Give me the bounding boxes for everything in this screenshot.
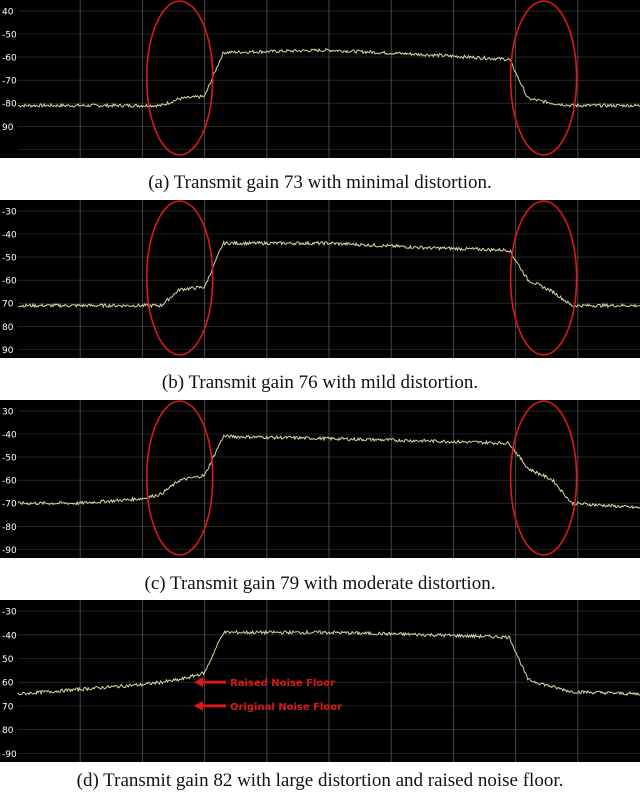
annotation-arrowhead (194, 700, 203, 711)
plot-background (0, 400, 640, 558)
spectrum-panel-b: -30 -40 -50 -60 70 80 90 (0, 200, 640, 360)
annotation-label: Original Noise Floor (230, 702, 342, 713)
y-tick-label: -40 (2, 431, 17, 441)
left-distortion-ellipse (145, 400, 214, 556)
spectrum-panel-a: 40 -50 -60 -70 -80 90 (0, 0, 640, 160)
y-tick-label: 50 (2, 655, 14, 665)
y-tick-label: -50 (2, 254, 17, 264)
y-tick-label: 90 (2, 346, 14, 356)
spectrum-panel-c: 30 -40 -50 -60 -70 -80 -90 (0, 400, 640, 560)
left-distortion-ellipse (145, 0, 214, 156)
y-tick-label: -60 (2, 277, 17, 287)
y-tick-label: -40 (2, 631, 17, 641)
spectrum-chart-a: 40 -50 -60 -70 -80 90 (0, 0, 640, 158)
y-tick-label: -80 (2, 100, 17, 110)
caption-c: (c) Transmit gain 79 with moderate disto… (144, 573, 496, 594)
spectrum-chart-b: -30 -40 -50 -60 70 80 90 (0, 200, 640, 358)
spectrum-trace (18, 240, 640, 309)
caption-d: (d) Transmit gain 82 with large distorti… (76, 770, 564, 791)
y-tick-label: 80 (2, 726, 14, 736)
annotation-arrowhead (194, 677, 203, 688)
spectrum-panel-d: -30 -40 50 60 70 80 -90 Raised Noise Floor Origi… (0, 600, 640, 764)
y-tick-label: -50 (2, 31, 17, 41)
right-distortion-ellipse (509, 0, 578, 156)
annotation-label: Raised Noise Floor (230, 678, 335, 689)
caption-a: (a) Transmit gain 73 with minimal distor… (148, 172, 492, 193)
plot-background (0, 200, 640, 358)
y-tick-label: 60 (2, 679, 14, 689)
spectrum-chart-d: -30 -40 50 60 70 80 -90 Raised Noise Floor Origi… (0, 600, 640, 762)
y-tick-label: -90 (2, 546, 17, 556)
y-tick-label: -30 (2, 608, 17, 618)
plot-background (0, 600, 640, 762)
y-tick-label: 90 (2, 123, 14, 133)
y-tick-label: 70 (2, 702, 14, 712)
spectrum-trace (17, 47, 640, 109)
y-tick-label: 70 (2, 300, 14, 310)
spectrum-chart-c: 30 -40 -50 -60 -70 -80 -90 (0, 400, 640, 558)
left-distortion-ellipse (145, 200, 214, 356)
y-tick-label: -40 (2, 231, 17, 241)
y-tick-label: -90 (2, 750, 17, 760)
right-distortion-ellipse (509, 200, 578, 356)
y-tick-label: 40 (2, 7, 14, 17)
right-distortion-ellipse (509, 400, 578, 556)
spectrum-trace (17, 434, 640, 510)
y-tick-label: -60 (2, 54, 17, 64)
y-tick-label: 80 (2, 323, 14, 333)
spectrum-trace (17, 629, 640, 696)
y-tick-label: -70 (2, 500, 17, 510)
y-tick-label: -30 (2, 207, 17, 217)
y-tick-label: -80 (2, 523, 17, 533)
y-tick-label: -50 (2, 454, 17, 464)
y-tick-label: -70 (2, 77, 17, 87)
y-tick-label: -60 (2, 477, 17, 487)
caption-b: (b) Transmit gain 76 with mild distortio… (161, 372, 479, 393)
y-tick-label: 30 (2, 407, 14, 417)
plot-background (0, 0, 640, 158)
